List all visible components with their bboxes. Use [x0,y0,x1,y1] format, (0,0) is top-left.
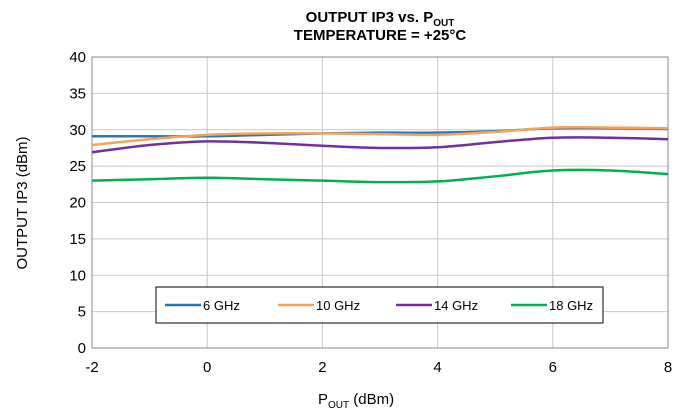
x-tick-label: 6 [549,359,557,376]
x-tick-label: 2 [318,359,326,376]
series-line-10-ghz [91,125,669,147]
chart-title-line2: TEMPERATURE = +25°C [294,27,467,44]
y-tick-label: 35 [69,85,86,102]
series-lines [91,125,669,184]
y-axis-label: OUTPUT IP3 (dBm) [14,136,31,269]
x-tick-label: -2 [85,359,98,376]
chart-title-line1: OUTPUT IP3 vs. POUT [306,9,455,29]
y-tick-label: 25 [69,158,86,175]
x-tick-label: 4 [433,359,441,376]
legend-label: 14 GHz [434,298,478,313]
x-tick-label: 8 [664,359,672,376]
plot-frame [91,56,669,349]
y-tick-label: 0 [78,340,86,357]
series-line-18-ghz [91,168,669,184]
legend: 6 GHz 10 GHz 14 GHz 18 GHz [155,286,604,324]
y-tick-label: 20 [69,195,86,212]
y-tick-label: 5 [78,304,86,321]
tick-labels: 0 5 10 15 20 25 30 35 40 -2 0 2 4 6 8 [69,49,672,376]
series-line-14-ghz [91,136,669,154]
x-axis-label: POUT (dBm) [318,391,394,411]
y-tick-label: 15 [69,231,86,248]
grid [92,57,668,348]
legend-label: 6 GHz [203,298,240,313]
x-tick-label: 0 [203,359,211,376]
y-tick-label: 40 [69,49,86,66]
legend-label: 18 GHz [549,298,593,313]
y-tick-label: 10 [69,267,86,284]
y-tick-label: 30 [69,122,86,139]
legend-label: 10 GHz [316,298,360,313]
